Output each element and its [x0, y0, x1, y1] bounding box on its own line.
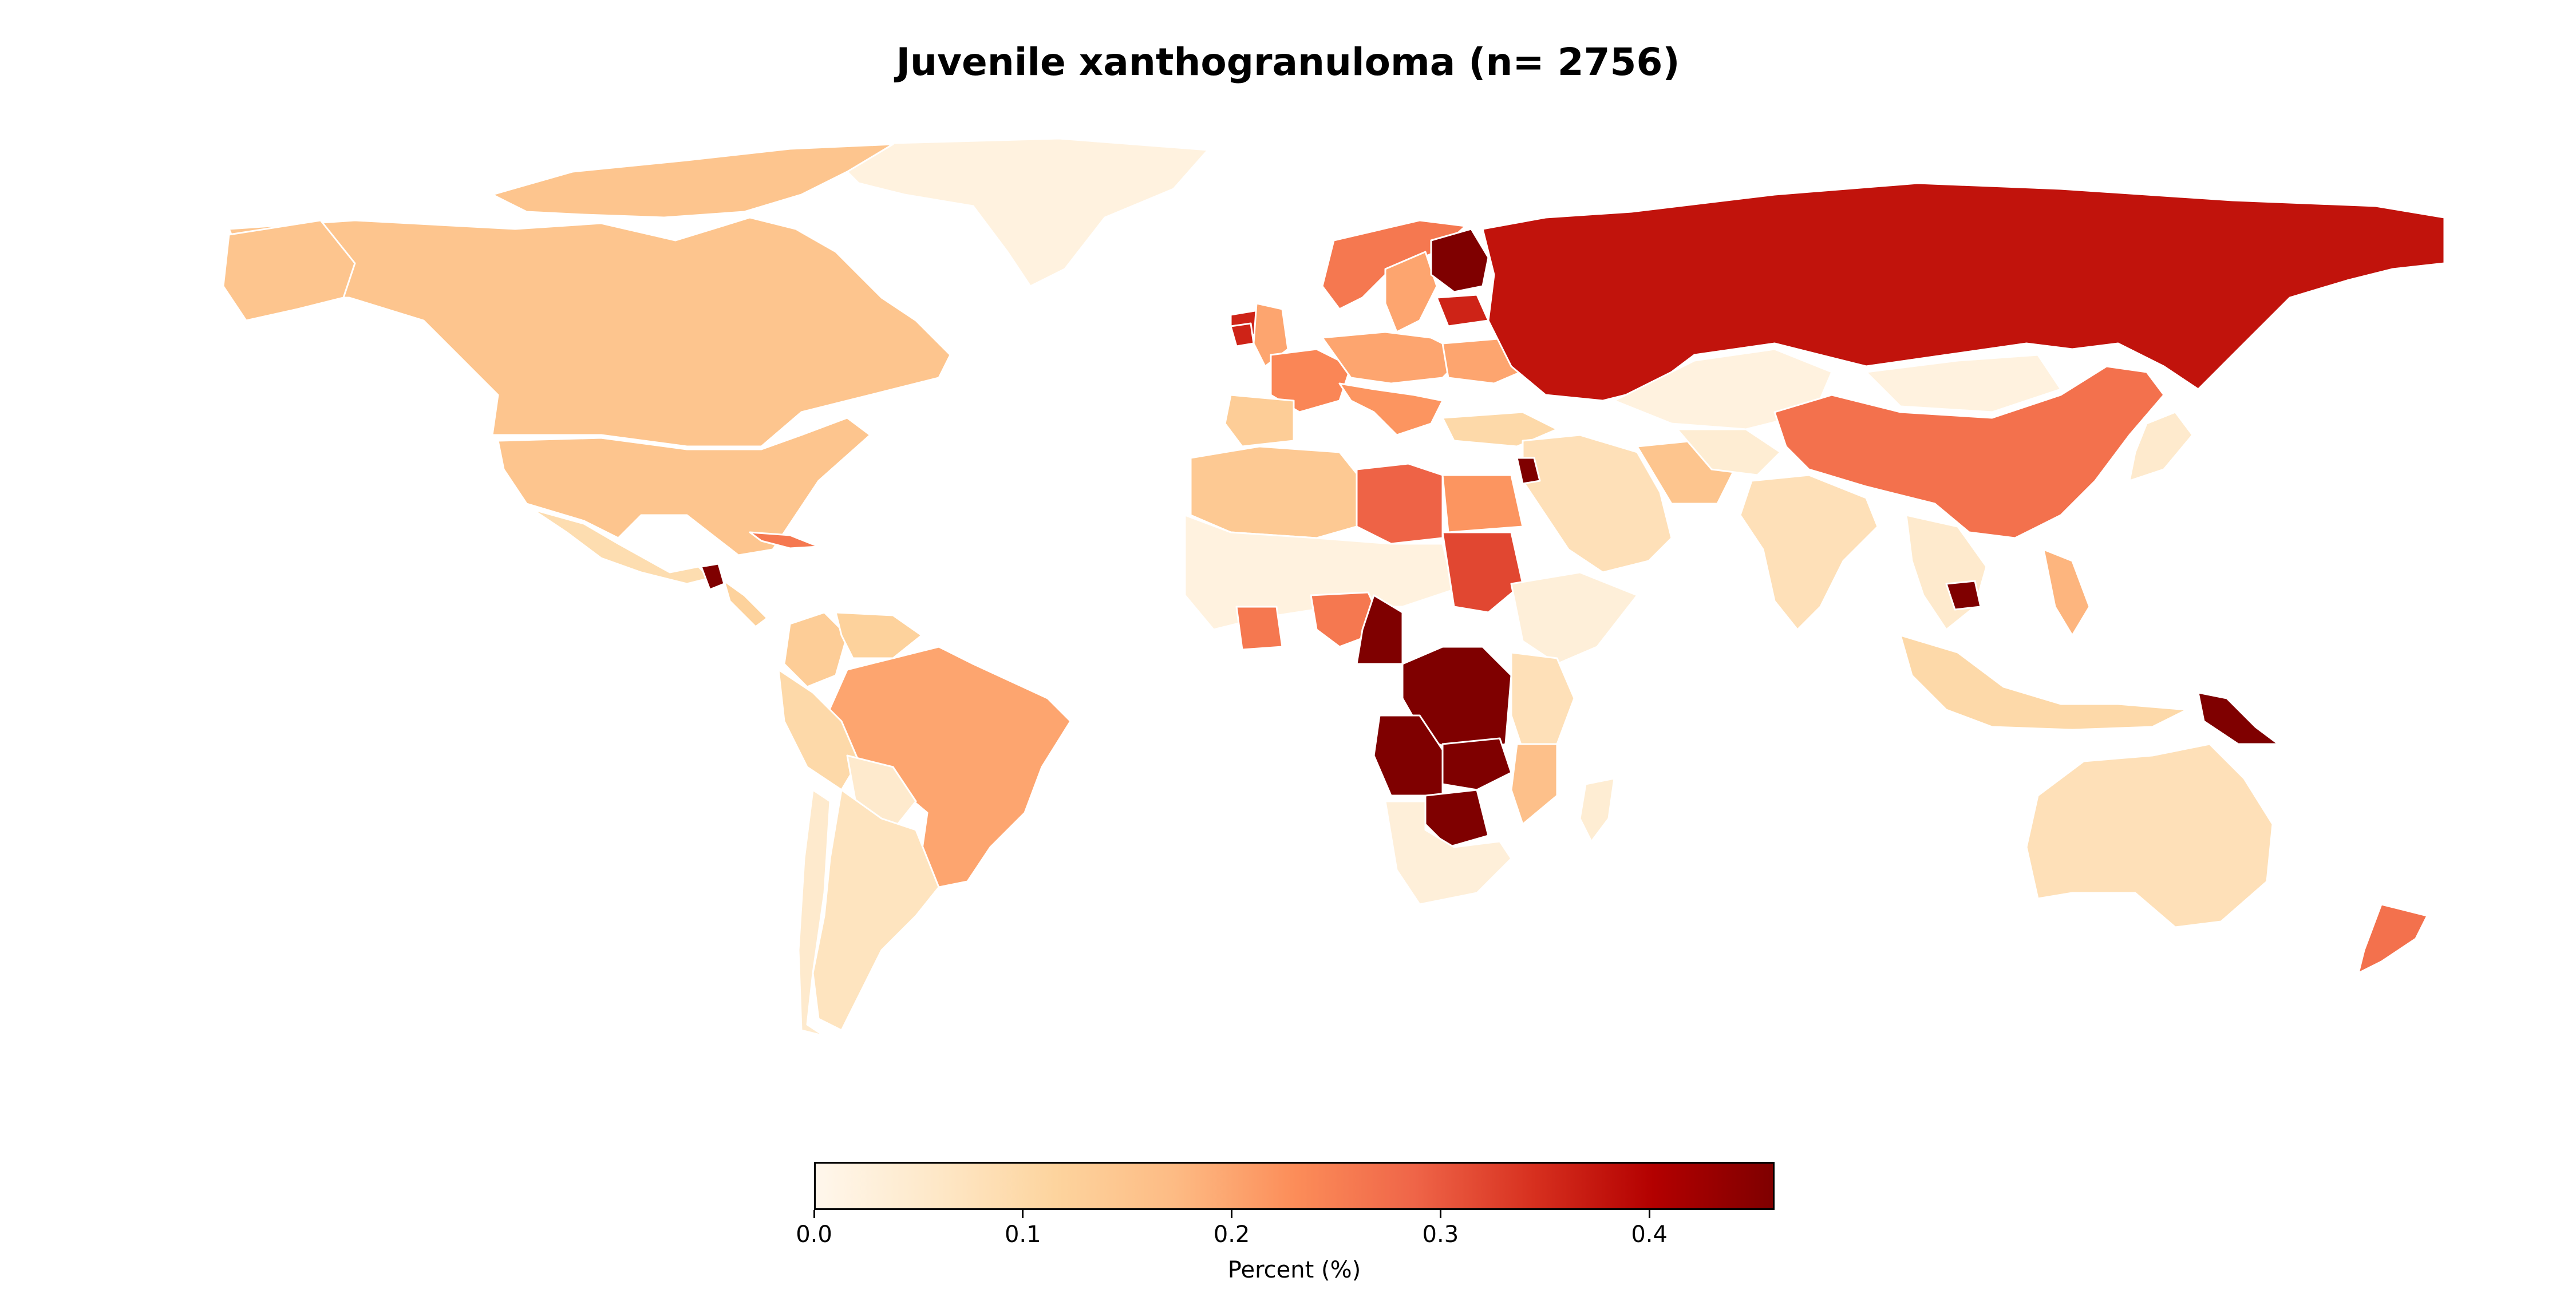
- colorbar-tick-label: 0.4: [1631, 1221, 1668, 1248]
- region-central-america: [723, 580, 768, 628]
- region-mozambique: [1510, 743, 1558, 825]
- region-chile: [797, 789, 831, 1037]
- region-china: [1773, 365, 2165, 539]
- colorbar: [814, 1162, 1775, 1210]
- region-greenland: [829, 137, 1209, 287]
- region-mongolia: [1865, 354, 2062, 413]
- colorbar-fill: [816, 1164, 1773, 1208]
- region-colombia: [783, 611, 848, 688]
- region-central-asia: [1676, 428, 1781, 476]
- region-turkey: [1441, 411, 1558, 448]
- colorbar-tick: [1022, 1210, 1024, 1218]
- region-sudan: [1441, 531, 1524, 614]
- region-ghana: [1235, 606, 1283, 651]
- region-india: [1739, 474, 1879, 631]
- world-map: [222, 137, 2445, 1037]
- region-zambia: [1441, 737, 1512, 791]
- chart-title: Juvenile xanthogranuloma (n= 2756): [896, 40, 1680, 84]
- region-indonesia: [1899, 634, 2188, 731]
- region-cameroon: [1356, 594, 1404, 665]
- region-baltics: [1436, 294, 1490, 327]
- region-cuba: [749, 531, 820, 549]
- colorbar-tick: [813, 1210, 815, 1218]
- region-new-zealand: [2357, 903, 2428, 974]
- region-finland: [1430, 228, 1490, 293]
- region-cambodia: [1945, 580, 1982, 611]
- region-italy-balkans: [1338, 382, 1444, 436]
- region-middle-east: [1522, 434, 1673, 574]
- colorbar-tick-label: 0.1: [1004, 1221, 1041, 1248]
- region-russia: [1481, 182, 2445, 402]
- region-kazakhstan: [1613, 348, 1833, 430]
- colorbar-tick: [1439, 1210, 1441, 1218]
- map-regions: [222, 137, 2445, 1037]
- region-venezuela: [835, 611, 923, 659]
- colorbar-tick-label: 0.3: [1422, 1221, 1459, 1248]
- region-argentina: [812, 789, 940, 1031]
- colorbar-tick-label: 0.0: [796, 1221, 832, 1248]
- region-philippines: [2042, 548, 2091, 636]
- region-japan: [2128, 411, 2194, 482]
- region-sahel: [1184, 514, 1455, 631]
- region-arctic-islands: [491, 143, 894, 219]
- region-libya: [1356, 462, 1444, 545]
- region-united-states: [497, 417, 871, 556]
- region-egypt: [1441, 474, 1524, 533]
- colorbar-tick: [1231, 1210, 1233, 1218]
- region-guatemala: [700, 563, 725, 591]
- region-alaska: [222, 219, 356, 322]
- region-papua-new-guinea: [2197, 691, 2279, 745]
- region-ireland: [1230, 322, 1255, 347]
- region-dr-congo: [1401, 646, 1512, 757]
- colorbar-label: Percent (%): [1227, 1257, 1361, 1283]
- colorbar-tick: [1648, 1210, 1650, 1218]
- region-jordan: [1516, 457, 1541, 485]
- region-france: [1270, 348, 1352, 413]
- region-madagascar: [1579, 777, 1615, 843]
- region-australia: [2025, 743, 2274, 928]
- region-north-africa: [1190, 445, 1364, 539]
- region-southern-africa: [1384, 800, 1512, 905]
- region-sweden: [1384, 251, 1438, 333]
- region-iberia: [1224, 394, 1295, 448]
- colorbar-tick-label: 0.2: [1213, 1221, 1250, 1248]
- region-east-africa: [1510, 651, 1575, 751]
- region-ethiopia-horn: [1510, 571, 1638, 665]
- region-canada: [228, 216, 951, 448]
